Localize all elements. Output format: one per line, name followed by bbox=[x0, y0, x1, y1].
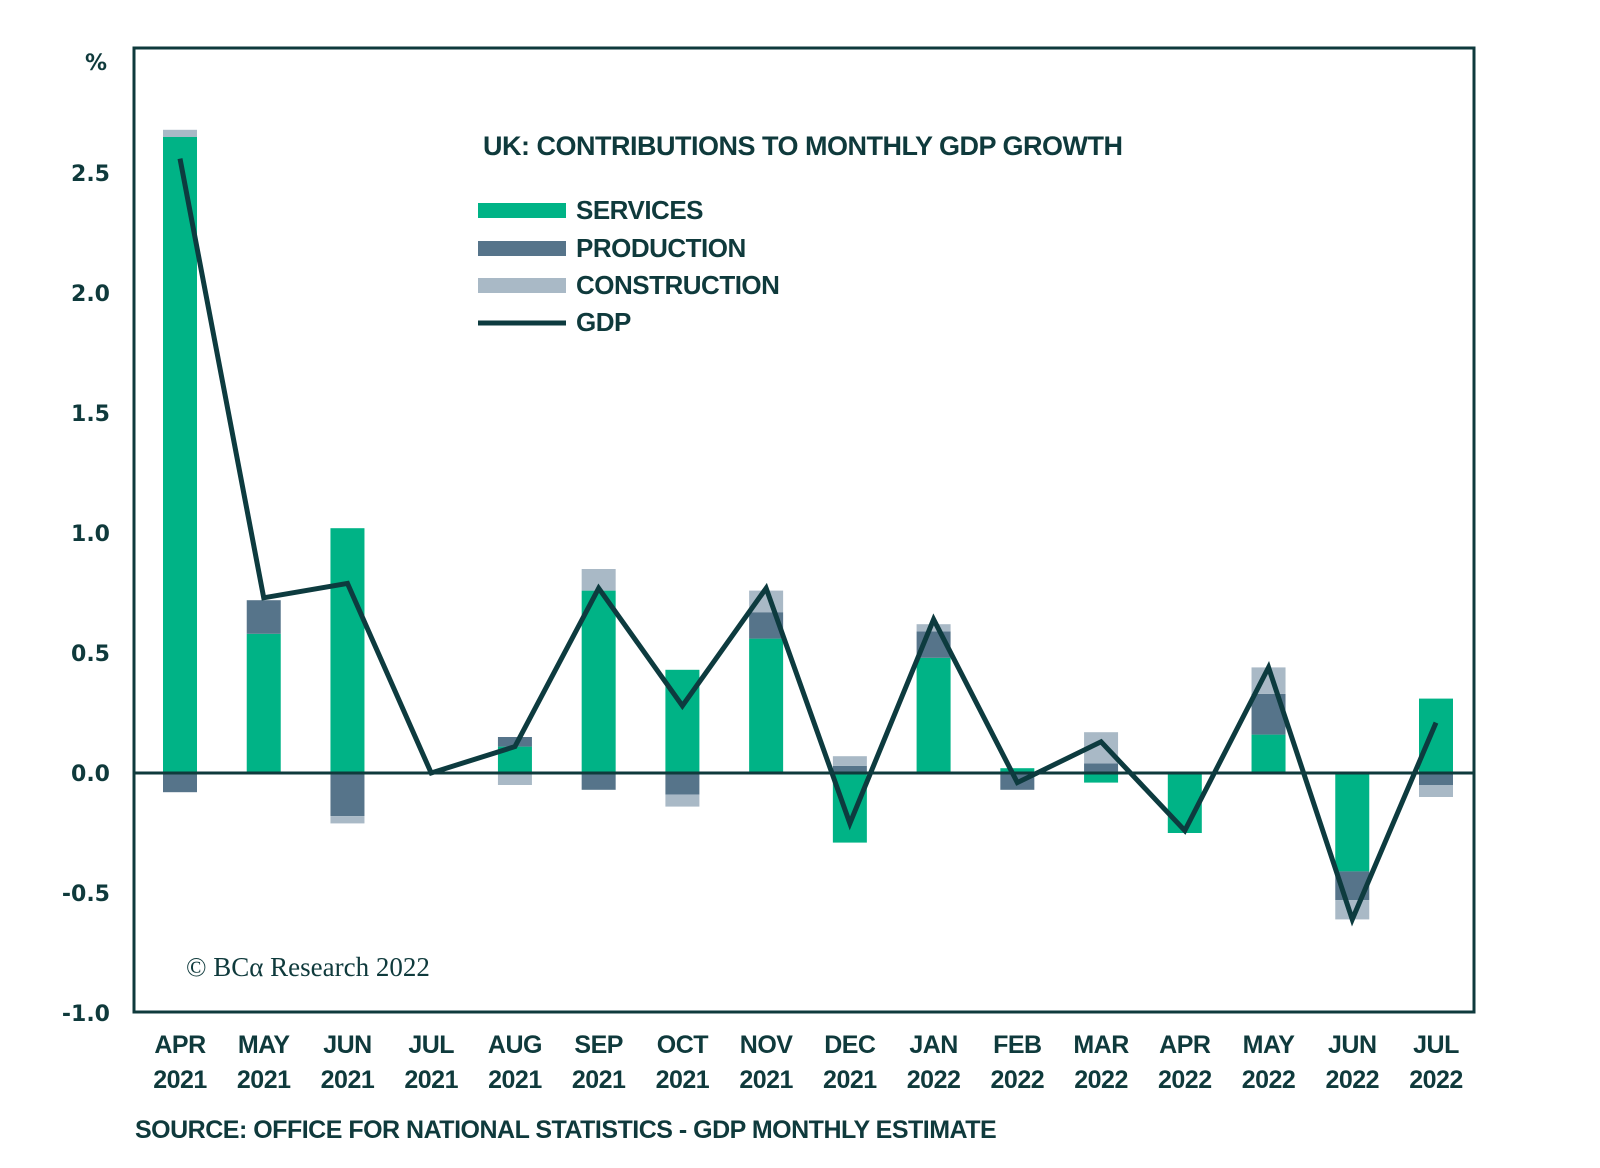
legend-label-production: PRODUCTION bbox=[576, 233, 746, 263]
x-tick-month: MAY bbox=[238, 1031, 291, 1059]
bar-services-mar-2022 bbox=[1084, 773, 1119, 783]
x-tick-month: FEB bbox=[993, 1031, 1042, 1059]
x-tick-month: AUG bbox=[488, 1031, 542, 1059]
bar-services-jun-2022 bbox=[1335, 773, 1370, 872]
bar-construction-jan-2022 bbox=[916, 624, 951, 632]
x-tick-year: 2022 bbox=[991, 1066, 1045, 1094]
x-tick-year: 2022 bbox=[1074, 1066, 1128, 1094]
bar-services-jul-2022 bbox=[1419, 698, 1453, 773]
bar-production-apr-2021 bbox=[163, 773, 197, 793]
bar-construction-sep-2021 bbox=[581, 569, 616, 591]
bar-production-mar-2022 bbox=[1084, 763, 1119, 773]
y-tick-label: 2.5 bbox=[71, 162, 110, 187]
x-tick-month: OCT bbox=[657, 1031, 709, 1059]
chart-title: UK: CONTRIBUTIONS TO MONTHLY GDP GROWTH bbox=[483, 131, 1123, 161]
bar-construction-apr-2021 bbox=[163, 129, 197, 137]
bar-production-dec-2021 bbox=[832, 765, 867, 773]
bar-services-nov-2021 bbox=[749, 638, 784, 773]
x-tick-month: APR bbox=[154, 1031, 206, 1059]
bar-construction-oct-2021 bbox=[665, 794, 700, 807]
x-tick-year: 2022 bbox=[1158, 1066, 1212, 1094]
bar-construction-jul-2022 bbox=[1419, 785, 1453, 797]
y-tick-label: 1.0 bbox=[71, 522, 110, 547]
bar-services-apr-2021 bbox=[163, 137, 197, 773]
x-tick-year: 2021 bbox=[237, 1066, 291, 1094]
x-tick-year: 2021 bbox=[656, 1066, 710, 1094]
x-tick-month: APR bbox=[1159, 1031, 1211, 1059]
x-tick-year: 2021 bbox=[739, 1066, 793, 1094]
bar-services-sep-2021 bbox=[581, 590, 616, 773]
x-tick-month: JUN bbox=[1328, 1031, 1377, 1059]
y-tick-label: 2.0 bbox=[71, 282, 110, 307]
x-tick-year: 2021 bbox=[404, 1066, 458, 1094]
y-axis-ticks: -1.0 -0.5 0.0 0.5 1.0 1.5 2.0 2.5 bbox=[62, 162, 110, 1027]
x-tick-year: 2021 bbox=[823, 1066, 877, 1094]
legend: SERVICES PRODUCTION CONSTRUCTION GDP bbox=[478, 195, 780, 337]
plot-frame bbox=[132, 46, 1476, 1014]
x-tick-year: 2021 bbox=[488, 1066, 542, 1094]
legend-label-construction: CONSTRUCTION bbox=[576, 270, 779, 300]
y-tick-label: 0.5 bbox=[71, 642, 110, 667]
bar-services-jun-2021 bbox=[330, 528, 365, 773]
x-tick-year: 2022 bbox=[907, 1066, 961, 1094]
bar-production-jun-2021 bbox=[330, 773, 365, 817]
legend-swatch-services bbox=[478, 203, 566, 218]
x-tick-month: MAR bbox=[1073, 1031, 1129, 1059]
bars-layer bbox=[163, 129, 1453, 920]
x-axis-ticks: APR 2021 MAY 2021 JUN 2021 JUL 2021 AUG 2021 SEP 20… bbox=[153, 1031, 1463, 1094]
x-tick-month: SEP bbox=[574, 1031, 623, 1059]
bar-production-sep-2021 bbox=[581, 773, 616, 790]
x-tick-month: JUL bbox=[1413, 1031, 1459, 1059]
bar-construction-aug-2021 bbox=[497, 773, 532, 785]
x-tick-month: NOV bbox=[740, 1031, 794, 1059]
x-tick-month: JUN bbox=[323, 1031, 372, 1059]
x-tick-year: 2022 bbox=[1325, 1066, 1379, 1094]
x-tick-year: 2022 bbox=[1242, 1066, 1296, 1094]
legend-label-services: SERVICES bbox=[576, 195, 703, 225]
bar-services-feb-2022 bbox=[1000, 768, 1035, 773]
bar-services-apr-2022 bbox=[1167, 773, 1202, 833]
x-tick-month: JAN bbox=[909, 1031, 958, 1059]
bar-production-may-2021 bbox=[246, 600, 281, 634]
source-note: SOURCE: OFFICE FOR NATIONAL STATISTICS -… bbox=[135, 1116, 996, 1144]
x-tick-year: 2022 bbox=[1409, 1066, 1463, 1094]
bar-production-jul-2022 bbox=[1419, 773, 1453, 785]
legend-label-gdp: GDP bbox=[576, 307, 631, 337]
y-tick-label: -0.5 bbox=[62, 882, 110, 907]
y-tick-label: 0.0 bbox=[71, 762, 110, 787]
x-tick-month: DEC bbox=[824, 1031, 876, 1059]
x-tick-year: 2021 bbox=[153, 1066, 207, 1094]
x-tick-month: JUL bbox=[408, 1031, 454, 1059]
x-tick-year: 2021 bbox=[321, 1066, 375, 1094]
y-tick-label: 1.5 bbox=[71, 402, 110, 427]
bar-services-may-2022 bbox=[1251, 734, 1286, 773]
bar-services-jan-2022 bbox=[916, 657, 951, 773]
bar-construction-jun-2021 bbox=[330, 816, 365, 824]
bar-construction-dec-2021 bbox=[832, 756, 867, 766]
y-axis-unit-label: % bbox=[85, 51, 107, 76]
bar-services-may-2021 bbox=[246, 633, 281, 773]
legend-swatch-production bbox=[478, 241, 566, 256]
legend-swatch-construction bbox=[478, 278, 566, 293]
y-tick-label: -1.0 bbox=[62, 1002, 110, 1027]
bar-production-oct-2021 bbox=[665, 773, 700, 795]
gdp-line bbox=[177, 158, 1439, 927]
copyright-watermark: © BCα Research 2022 bbox=[186, 952, 430, 982]
x-tick-month: MAY bbox=[1243, 1031, 1296, 1059]
x-tick-year: 2021 bbox=[572, 1066, 626, 1094]
